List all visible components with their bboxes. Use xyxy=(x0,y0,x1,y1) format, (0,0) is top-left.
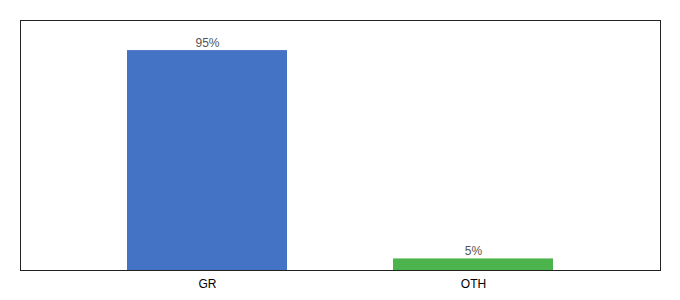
svg-text:GR: GR xyxy=(199,277,217,291)
svg-text:95%: 95% xyxy=(195,36,219,50)
svg-text:5%: 5% xyxy=(465,244,483,258)
svg-text:OTH: OTH xyxy=(461,277,486,291)
